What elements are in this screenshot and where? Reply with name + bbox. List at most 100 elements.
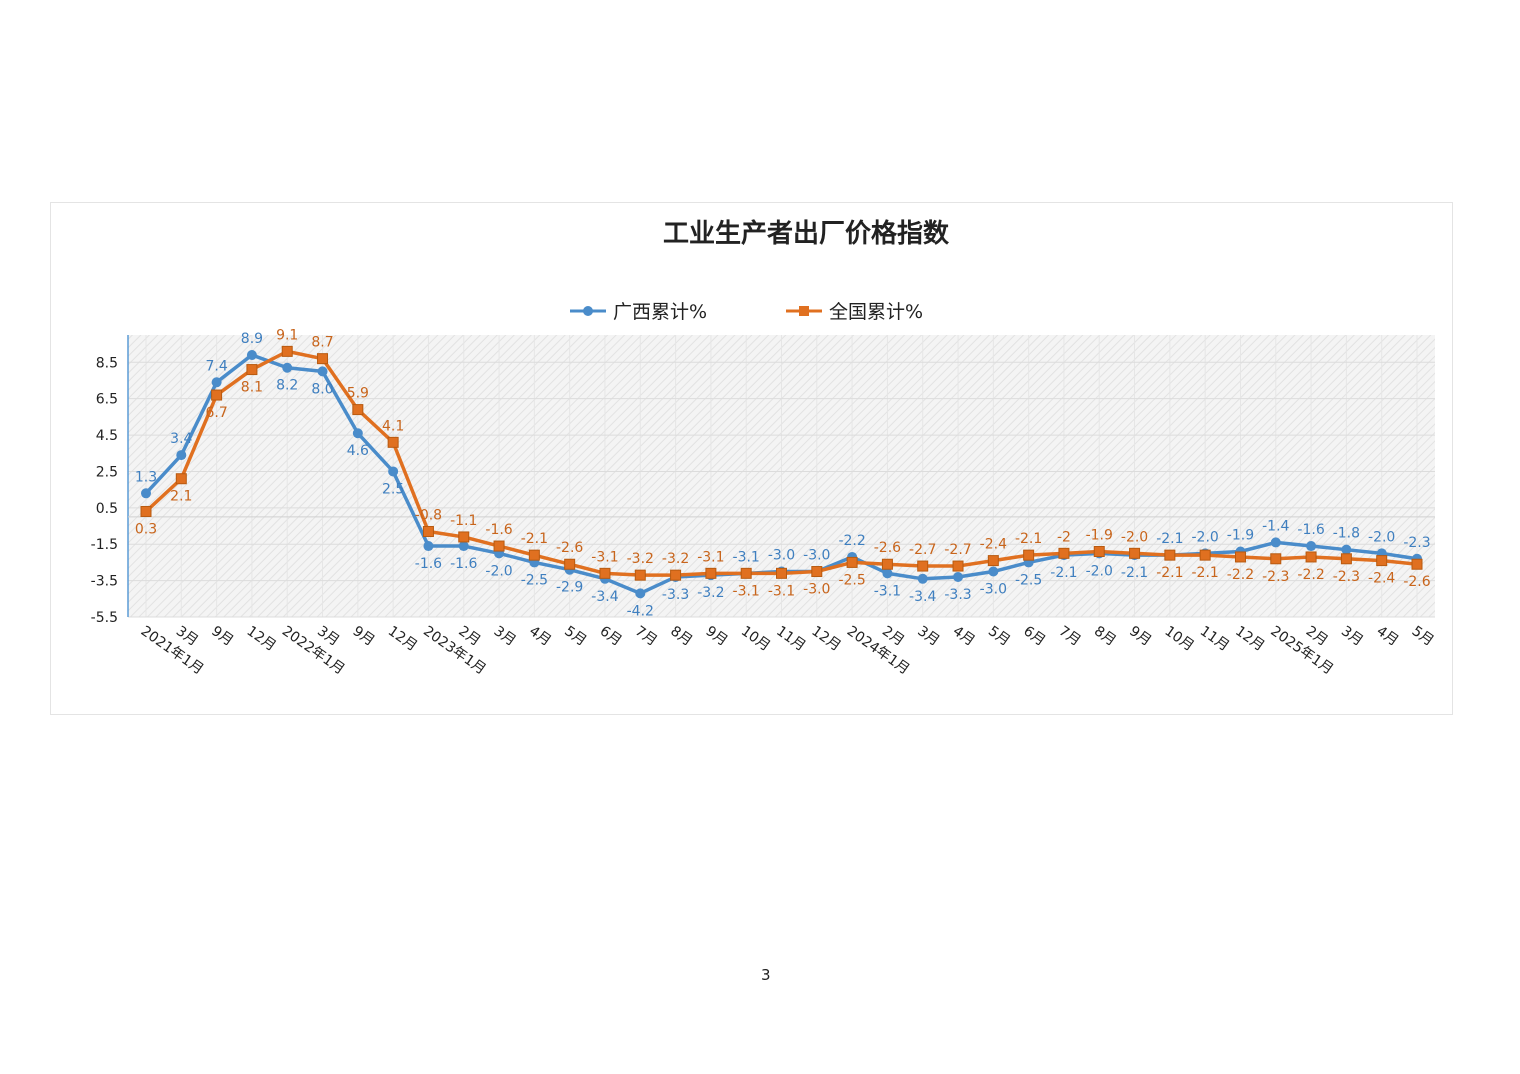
- data-label: -3.1: [768, 583, 795, 599]
- data-label: -2.0: [1192, 529, 1219, 545]
- data-label: -1.1: [450, 513, 477, 529]
- data-label: 8.9: [241, 331, 263, 347]
- data-point: [317, 353, 329, 365]
- data-label: -3.1: [733, 583, 760, 599]
- y-tick-label: -3.5: [91, 574, 118, 590]
- data-point: [246, 364, 258, 376]
- data-label: 6.7: [205, 405, 227, 421]
- data-point: [740, 567, 752, 579]
- data-point: [882, 568, 893, 579]
- data-point: [422, 525, 434, 537]
- data-point: [423, 541, 434, 552]
- x-tick-label: 9月: [703, 623, 731, 649]
- data-label: -2.6: [556, 540, 583, 556]
- data-point: [1129, 547, 1141, 559]
- data-label: -3.0: [980, 582, 1007, 598]
- x-tick-label: 8月: [1091, 623, 1119, 649]
- data-point: [458, 531, 470, 543]
- data-label: -2.7: [909, 542, 936, 558]
- data-label: -2.1: [1192, 565, 1219, 581]
- data-label: 8.1: [241, 380, 263, 396]
- data-point: [176, 450, 187, 461]
- data-point: [917, 560, 929, 572]
- data-label: -2.2: [1297, 567, 1324, 583]
- x-tick-label: 2022年1月: [279, 623, 348, 678]
- data-label: -2.3: [1333, 569, 1360, 585]
- legend: 广西累计% 全国累计%: [570, 301, 923, 323]
- data-point: [952, 560, 964, 572]
- data-point: [1341, 544, 1352, 555]
- data-label: -2.2: [838, 533, 865, 549]
- data-label: -3.0: [803, 582, 830, 598]
- data-label: -2.4: [980, 537, 1007, 553]
- data-point: [1306, 541, 1317, 552]
- data-point: [493, 540, 505, 552]
- data-label: -3.0: [803, 548, 830, 564]
- x-tick-label: 12月: [244, 623, 279, 654]
- data-label: 2.5: [382, 481, 404, 497]
- data-label: -2.2: [1227, 567, 1254, 583]
- data-label: -3.1: [591, 549, 618, 565]
- data-point: [705, 567, 717, 579]
- data-label: -3.4: [591, 589, 618, 605]
- x-tick-label: 5月: [985, 623, 1013, 649]
- x-tick-label: 3月: [1338, 623, 1366, 649]
- data-point: [1270, 553, 1282, 565]
- data-point: [1234, 551, 1246, 563]
- data-point: [352, 428, 363, 439]
- data-label: -2.5: [521, 572, 548, 588]
- data-point: [1376, 555, 1388, 567]
- data-label: -2.1: [1156, 565, 1183, 581]
- data-point: [282, 362, 293, 373]
- y-tick-label: 0.5: [96, 501, 118, 517]
- data-label: -2: [1057, 529, 1071, 545]
- data-label: -3.1: [874, 583, 901, 599]
- data-label: -3.2: [697, 585, 724, 601]
- data-point: [352, 404, 364, 416]
- data-label: -2.5: [1015, 572, 1042, 588]
- chart-container: [50, 202, 1453, 715]
- data-label: 7.4: [205, 358, 227, 374]
- y-tick-label: 8.5: [96, 355, 118, 371]
- data-label: -2.1: [1156, 531, 1183, 547]
- x-tick-label: 12月: [385, 623, 420, 654]
- data-label: -2.0: [1368, 529, 1395, 545]
- data-label: -3.2: [662, 551, 689, 567]
- legend-marker-circle: [583, 306, 593, 316]
- data-label: -3.2: [627, 551, 654, 567]
- data-point: [670, 569, 682, 581]
- page-number: 3: [761, 966, 771, 984]
- x-tick-label: 7月: [1056, 623, 1084, 649]
- x-tick-label: 10月: [1162, 623, 1197, 654]
- data-label: -2.1: [1015, 531, 1042, 547]
- x-tick-label: 4月: [950, 623, 978, 649]
- x-tick-label: 2025年1月: [1267, 623, 1336, 678]
- data-point: [141, 488, 151, 499]
- chart-title: 工业生产者出厂价格指数: [663, 218, 950, 249]
- data-label: -3.4: [909, 589, 936, 605]
- data-label: -1.6: [1297, 522, 1324, 538]
- x-tick-label: 7月: [632, 623, 660, 649]
- legend-label: 全国累计%: [829, 301, 923, 323]
- data-point: [211, 389, 223, 401]
- x-tick-label: 11月: [773, 623, 808, 654]
- data-point: [988, 566, 999, 577]
- data-label: 5.9: [347, 386, 369, 402]
- data-label: -1.6: [485, 522, 512, 538]
- x-tick-label: 3月: [491, 623, 519, 649]
- x-tick-label: 8月: [667, 623, 695, 649]
- data-label: 4.1: [382, 418, 404, 434]
- plot-area: -5.5 -3.5 -1.5 0.5 2.5 4.5 6.5 8.5 2021年1月 3月 9月 12…: [91, 327, 1437, 678]
- data-label: -2.3: [1403, 535, 1430, 551]
- data-point: [175, 473, 187, 485]
- data-label: 9.1: [276, 327, 298, 343]
- data-point: [1270, 537, 1281, 548]
- y-tick-label: 4.5: [96, 428, 118, 444]
- data-label: 3.4: [170, 431, 192, 447]
- legend-marker-square: [799, 306, 809, 316]
- data-label: 8.2: [276, 378, 298, 394]
- data-point: [528, 549, 540, 561]
- x-tick-label: 11月: [1197, 623, 1232, 654]
- data-point: [317, 366, 328, 377]
